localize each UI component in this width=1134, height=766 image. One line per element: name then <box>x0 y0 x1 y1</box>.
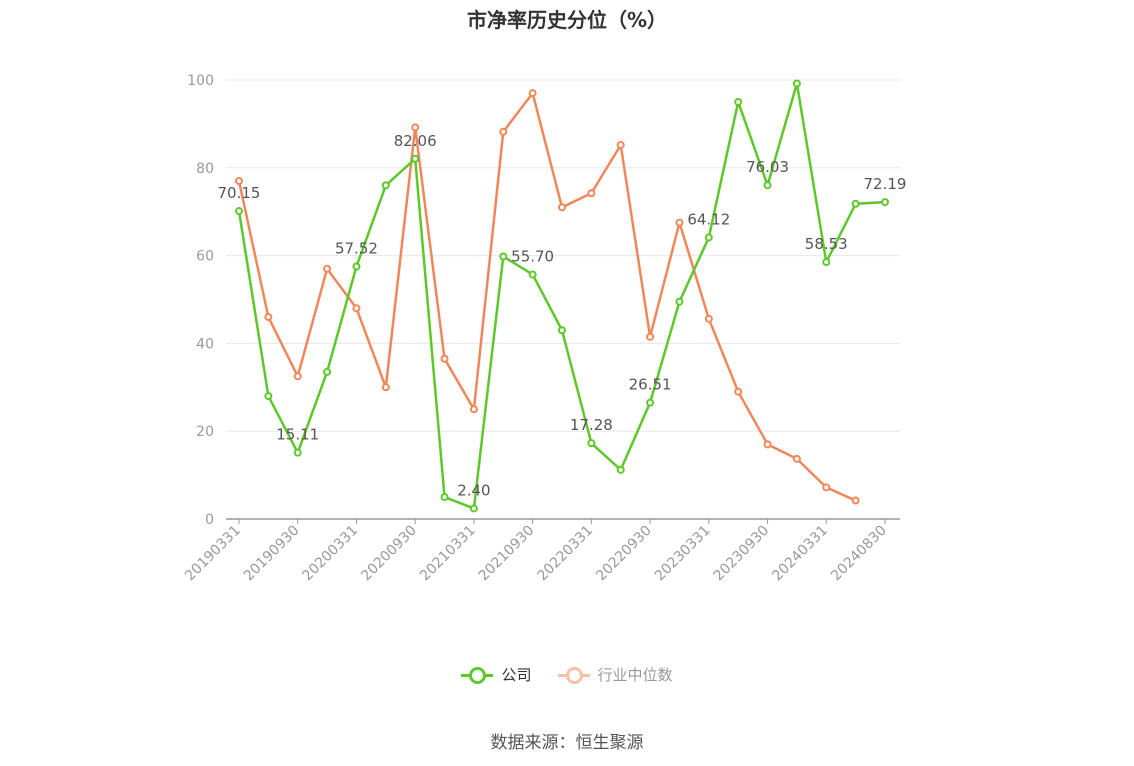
data-point-industry[interactable] <box>381 383 390 392</box>
data-point-industry[interactable] <box>323 264 332 273</box>
x-tick-label: 20210930 <box>476 523 538 585</box>
data-point-company[interactable] <box>675 297 684 306</box>
data-point-company[interactable] <box>763 181 772 190</box>
data-label-company: 58.53 <box>805 235 848 253</box>
series-line-company <box>237 82 886 510</box>
legend-swatch-company <box>461 666 494 684</box>
data-point-company[interactable] <box>293 448 302 457</box>
data-point-industry[interactable] <box>293 372 302 381</box>
x-tick-label: 20220930 <box>593 523 655 585</box>
data-point-industry[interactable] <box>763 440 772 449</box>
x-tick-label: 20200331 <box>300 523 362 585</box>
data-point-company[interactable] <box>734 97 743 106</box>
data-point-company[interactable] <box>616 465 625 474</box>
data-point-company[interactable] <box>381 181 390 190</box>
data-point-industry[interactable] <box>616 140 625 149</box>
x-tick-label: 20210331 <box>417 523 479 585</box>
y-tick-label: 80 <box>196 161 214 177</box>
legend: 公司 行业中位数 <box>0 664 1134 685</box>
data-point-company[interactable] <box>851 199 860 208</box>
y-tick-label: 0 <box>205 512 214 528</box>
data-label-company: 15.11 <box>276 426 319 444</box>
data-point-company[interactable] <box>792 79 801 88</box>
data-point-industry[interactable] <box>499 127 508 136</box>
y-tick-label: 40 <box>196 336 214 352</box>
x-tick-label: 20190930 <box>241 523 303 585</box>
data-label-company: 70.15 <box>218 184 261 202</box>
data-point-company[interactable] <box>264 392 273 401</box>
data-label-company: 64.12 <box>687 211 730 229</box>
data-point-industry[interactable] <box>851 496 860 505</box>
data-point-industry[interactable] <box>264 313 273 322</box>
data-point-company[interactable] <box>646 398 655 407</box>
legend-label-company: 公司 <box>501 666 532 684</box>
x-tick-label: 20190331 <box>182 523 244 585</box>
data-label-company: 55.70 <box>511 247 554 265</box>
data-point-industry[interactable] <box>352 304 361 313</box>
y-tick-label: 20 <box>196 424 214 440</box>
data-label-company: 57.52 <box>335 239 378 257</box>
data-label-company: 72.19 <box>864 175 907 193</box>
data-label-company: 76.03 <box>746 158 789 176</box>
data-point-industry[interactable] <box>558 203 566 212</box>
data-point-industry[interactable] <box>675 218 684 227</box>
data-point-company[interactable] <box>235 207 243 216</box>
data-point-company[interactable] <box>822 258 831 267</box>
data-point-industry[interactable] <box>734 387 743 396</box>
data-label-company: 82.06 <box>394 132 437 150</box>
data-point-industry[interactable] <box>528 89 537 98</box>
data-point-company[interactable] <box>499 252 508 261</box>
data-source: 数据来源：恒生聚源 <box>490 733 644 753</box>
x-tick-label: 20240331 <box>769 523 831 585</box>
x-tick-label: 20200930 <box>358 523 420 585</box>
data-point-industry[interactable] <box>469 405 478 414</box>
data-point-company[interactable] <box>469 504 478 513</box>
data-point-industry[interactable] <box>411 123 420 132</box>
data-point-industry[interactable] <box>587 189 596 198</box>
legend-item-industry[interactable]: 行业中位数 <box>557 664 673 685</box>
data-point-industry[interactable] <box>235 176 243 185</box>
legend-item-company[interactable]: 公司 <box>461 664 532 685</box>
data-point-company[interactable] <box>558 326 566 335</box>
data-point-company[interactable] <box>440 493 449 502</box>
data-point-industry[interactable] <box>792 454 801 463</box>
legend-label-industry: 行业中位数 <box>597 666 673 684</box>
data-label-company: 26.51 <box>629 376 672 394</box>
data-point-industry[interactable] <box>440 354 449 363</box>
data-point-company[interactable] <box>881 198 889 207</box>
y-tick-label: 60 <box>196 249 214 265</box>
x-tick-label: 20220331 <box>534 523 596 585</box>
legend-swatch-industry <box>557 666 590 684</box>
data-point-company[interactable] <box>323 367 332 376</box>
data-point-company[interactable] <box>411 154 420 163</box>
series-line-industry <box>237 91 857 502</box>
data-point-company[interactable] <box>587 439 596 448</box>
y-tick-label: 100 <box>187 73 214 89</box>
data-point-company[interactable] <box>528 270 537 279</box>
x-tick-label: 20230930 <box>711 523 773 585</box>
data-label-company: 17.28 <box>570 416 613 434</box>
chart-title: 市净率历史分位（%） <box>466 8 668 32</box>
data-point-company[interactable] <box>352 262 361 271</box>
data-point-company[interactable] <box>704 233 713 242</box>
x-tick-label: 20240830 <box>828 523 890 585</box>
data-label-company: 2.40 <box>457 481 490 499</box>
x-tick-label: 20230331 <box>652 523 714 585</box>
data-point-industry[interactable] <box>822 483 831 492</box>
data-point-industry[interactable] <box>646 332 655 341</box>
data-point-industry[interactable] <box>704 314 713 323</box>
